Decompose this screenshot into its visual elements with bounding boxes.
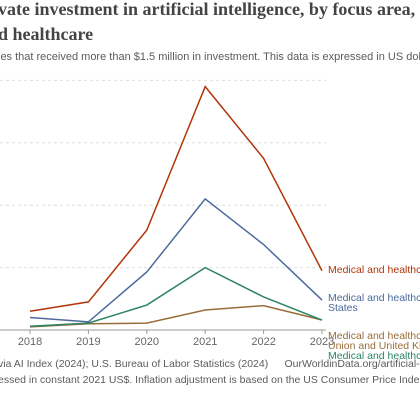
- legend-label: Medical and healthcare: [328, 350, 420, 362]
- source: via AI Index (2024); U.S. Bureau of Labo…: [0, 358, 268, 370]
- legend-label: Union and United Kingd: [328, 340, 420, 352]
- x-tick-label: 2020: [135, 336, 159, 348]
- legend-label: Medical and healthcare: [328, 330, 420, 342]
- legend-label: Medical and healthcare: [328, 264, 420, 276]
- url: OurWorldinData.org/artificial-i: [284, 358, 420, 370]
- x-tick-label: 2019: [76, 336, 100, 348]
- chart-title: d healthcare: [0, 24, 93, 44]
- series-line: [29, 85, 323, 313]
- x-tick-label: 2021: [193, 336, 217, 348]
- legend-label: States: [328, 302, 358, 314]
- chart-subtitle: ies that received more than $1.5 million…: [0, 51, 420, 63]
- note: essed in constant 2021 US$. Inflation ad…: [0, 374, 420, 386]
- legend-label: Medical and healthcare: [328, 292, 420, 304]
- chart-title: vate investment in artificial intelligen…: [0, 0, 415, 19]
- series-line: [29, 197, 323, 323]
- x-tick-label: 2018: [18, 336, 42, 348]
- series-line: [29, 266, 323, 328]
- x-tick-label: 2023: [310, 336, 334, 348]
- x-tick-label: 2022: [251, 336, 275, 348]
